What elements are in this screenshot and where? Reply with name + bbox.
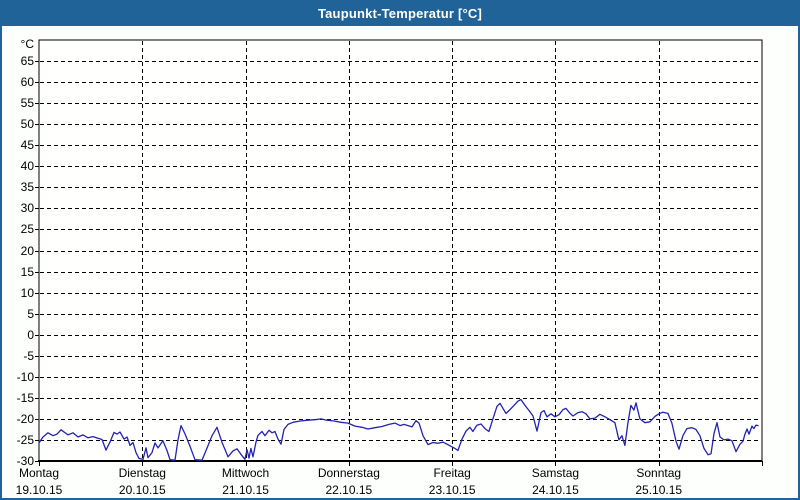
series-line — [38, 398, 759, 461]
y-tick-label: 35 — [21, 180, 35, 194]
x-day-date-label: 20.10.15 — [119, 483, 166, 497]
y-tick-label: 0 — [27, 328, 34, 342]
y-tick-label: -10 — [17, 370, 35, 384]
y-tick-label: 10 — [21, 286, 35, 300]
y-tick-label: 20 — [21, 244, 35, 258]
y-axis-labels: 65605550454035302520151050-5-10-15-20-25… — [17, 37, 35, 468]
x-day-date-label: 22.10.15 — [325, 483, 372, 497]
x-day-date-label: 24.10.15 — [532, 483, 579, 497]
y-tick-label: 65 — [21, 54, 35, 68]
y-tick-label: 30 — [21, 201, 35, 215]
y-tick-label: -25 — [17, 433, 35, 447]
chart-title: Taupunkt-Temperatur [°C] — [317, 5, 483, 21]
y-tick-label: 60 — [21, 75, 35, 89]
x-day-name-label: Sonntag — [636, 466, 681, 480]
y-tick-label: -5 — [23, 349, 34, 363]
y-tick-label: 40 — [21, 159, 35, 173]
grid-lines — [40, 41, 761, 460]
x-day-date-label: 23.10.15 — [429, 483, 476, 497]
y-tick-label: 45 — [21, 138, 35, 152]
x-day-name-label: Dienstag — [119, 466, 166, 480]
title-bar: Taupunkt-Temperatur [°C] — [0, 0, 800, 26]
x-day-date-label: 19.10.15 — [16, 483, 63, 497]
x-day-name-label: Donnerstag — [318, 466, 380, 480]
plot-frame — [38, 39, 763, 462]
y-tick-label: 5 — [27, 307, 34, 321]
x-day-date-label: 25.10.15 — [635, 483, 682, 497]
x-day-name-label: Samstag — [532, 466, 579, 480]
y-tick-label: -20 — [17, 412, 35, 426]
x-day-name-label: Freitag — [433, 466, 470, 480]
y-tick-label: 50 — [21, 117, 35, 131]
y-axis-unit-label: °C — [21, 37, 35, 51]
x-day-date-label: 21.10.15 — [222, 483, 269, 497]
y-tick-label: -15 — [17, 391, 35, 405]
x-day-name-label: Mittwoch — [222, 466, 269, 480]
y-tick-label: -30 — [17, 454, 35, 468]
y-tick-label: 25 — [21, 222, 35, 236]
y-tick-label: 55 — [21, 96, 35, 110]
x-axis-labels: Montag 19.10.15 Dienstag 20.10.15 Mittwoch 21… — [16, 466, 683, 497]
axis-ticks — [35, 61, 763, 466]
x-day-name-label: Montag — [19, 466, 59, 480]
y-tick-label: 15 — [21, 265, 35, 279]
